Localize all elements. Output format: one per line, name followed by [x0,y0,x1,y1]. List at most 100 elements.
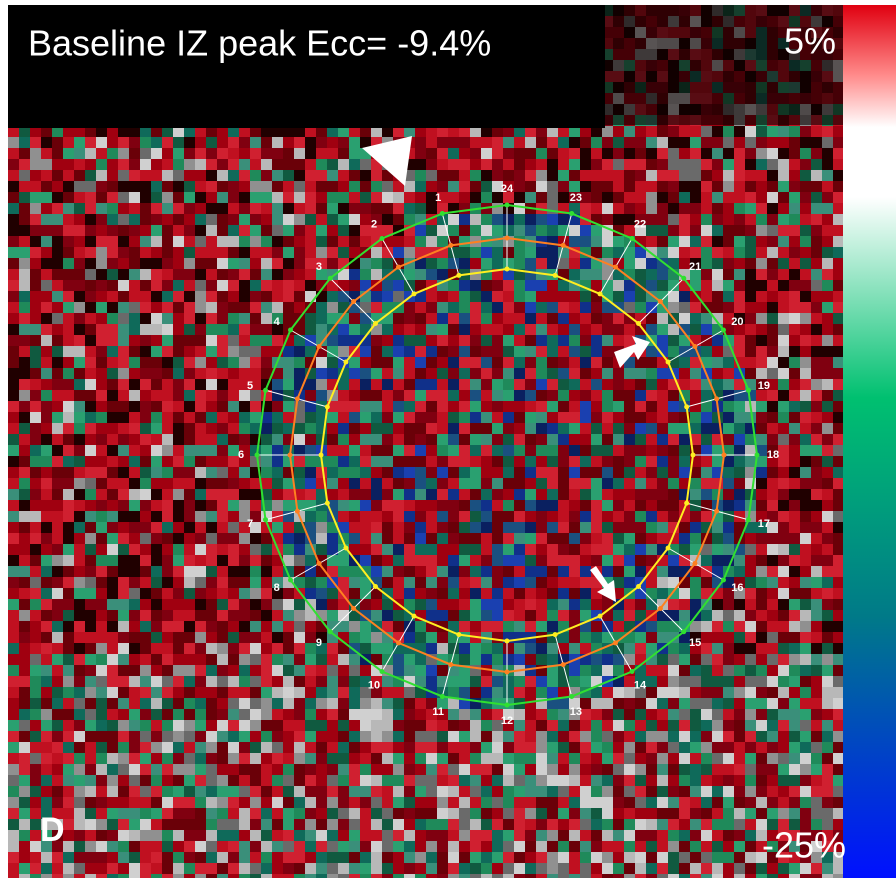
pixel [30,368,41,379]
pixel [30,643,41,654]
pixel [305,379,316,390]
pixel [657,390,668,401]
pixel [228,643,239,654]
pixel [118,720,129,731]
pixel [393,236,404,247]
pixel [371,478,382,489]
pixel [756,478,767,489]
pixel [514,599,525,610]
pixel [162,588,173,599]
pixel [690,324,701,335]
pixel [206,588,217,599]
pixel [239,654,250,665]
pixel [294,258,305,269]
pixel [514,225,525,236]
pixel [690,412,701,423]
pixel [591,313,602,324]
pixel [52,665,63,676]
pixel [734,170,745,181]
pixel [239,291,250,302]
pixel [470,577,481,588]
pixel [745,148,756,159]
pixel [63,181,74,192]
pixel [184,434,195,445]
pixel [272,522,283,533]
pixel [250,137,261,148]
pixel [338,170,349,181]
pixel [173,357,184,368]
pixel [470,610,481,621]
pixel [448,511,459,522]
pixel [349,170,360,181]
pixel [327,137,338,148]
pixel [734,500,745,511]
pixel [382,709,393,720]
pixel [217,511,228,522]
pixel [261,665,272,676]
pixel [448,280,459,291]
pixel [800,588,811,599]
pixel [558,324,569,335]
pixel [481,258,492,269]
pixel [448,291,459,302]
pixel [756,357,767,368]
pixel [173,456,184,467]
pixel [371,500,382,511]
pixel [657,280,668,291]
pixel [206,148,217,159]
pixel [382,445,393,456]
pixel [239,709,250,720]
pixel [459,456,470,467]
pixel [162,687,173,698]
pixel [63,709,74,720]
pixel [569,445,580,456]
pixel [19,357,30,368]
pixel [41,698,52,709]
pixel [756,676,767,687]
pixel [547,456,558,467]
pixel [261,324,272,335]
pixel [118,170,129,181]
pixel [657,170,668,181]
pixel [261,280,272,291]
pixel [85,478,96,489]
pixel [206,379,217,390]
pixel [404,489,415,500]
pixel [118,390,129,401]
pixel [613,610,624,621]
pixel [822,192,833,203]
pixel [206,159,217,170]
pixel [8,412,19,423]
pixel [580,588,591,599]
pixel [514,676,525,687]
pixel [470,357,481,368]
pixel [8,390,19,401]
pixel [393,698,404,709]
pixel [228,401,239,412]
pixel [382,390,393,401]
pixel [382,181,393,192]
pixel [668,467,679,478]
pixel [151,654,162,665]
pixel [294,280,305,291]
pixel [107,489,118,500]
pixel [250,203,261,214]
pixel [41,643,52,654]
pixel [184,225,195,236]
pixel [492,302,503,313]
pixel [811,368,822,379]
pixel [393,720,404,731]
pixel [107,357,118,368]
pixel [305,632,316,643]
pixel [800,412,811,423]
pixel [778,467,789,478]
pixel [195,181,206,192]
pixel [767,313,778,324]
pixel [635,511,646,522]
pixel [272,192,283,203]
pixel [613,544,624,555]
pixel [173,280,184,291]
pixel [393,533,404,544]
pixel [745,302,756,313]
pixel [283,401,294,412]
